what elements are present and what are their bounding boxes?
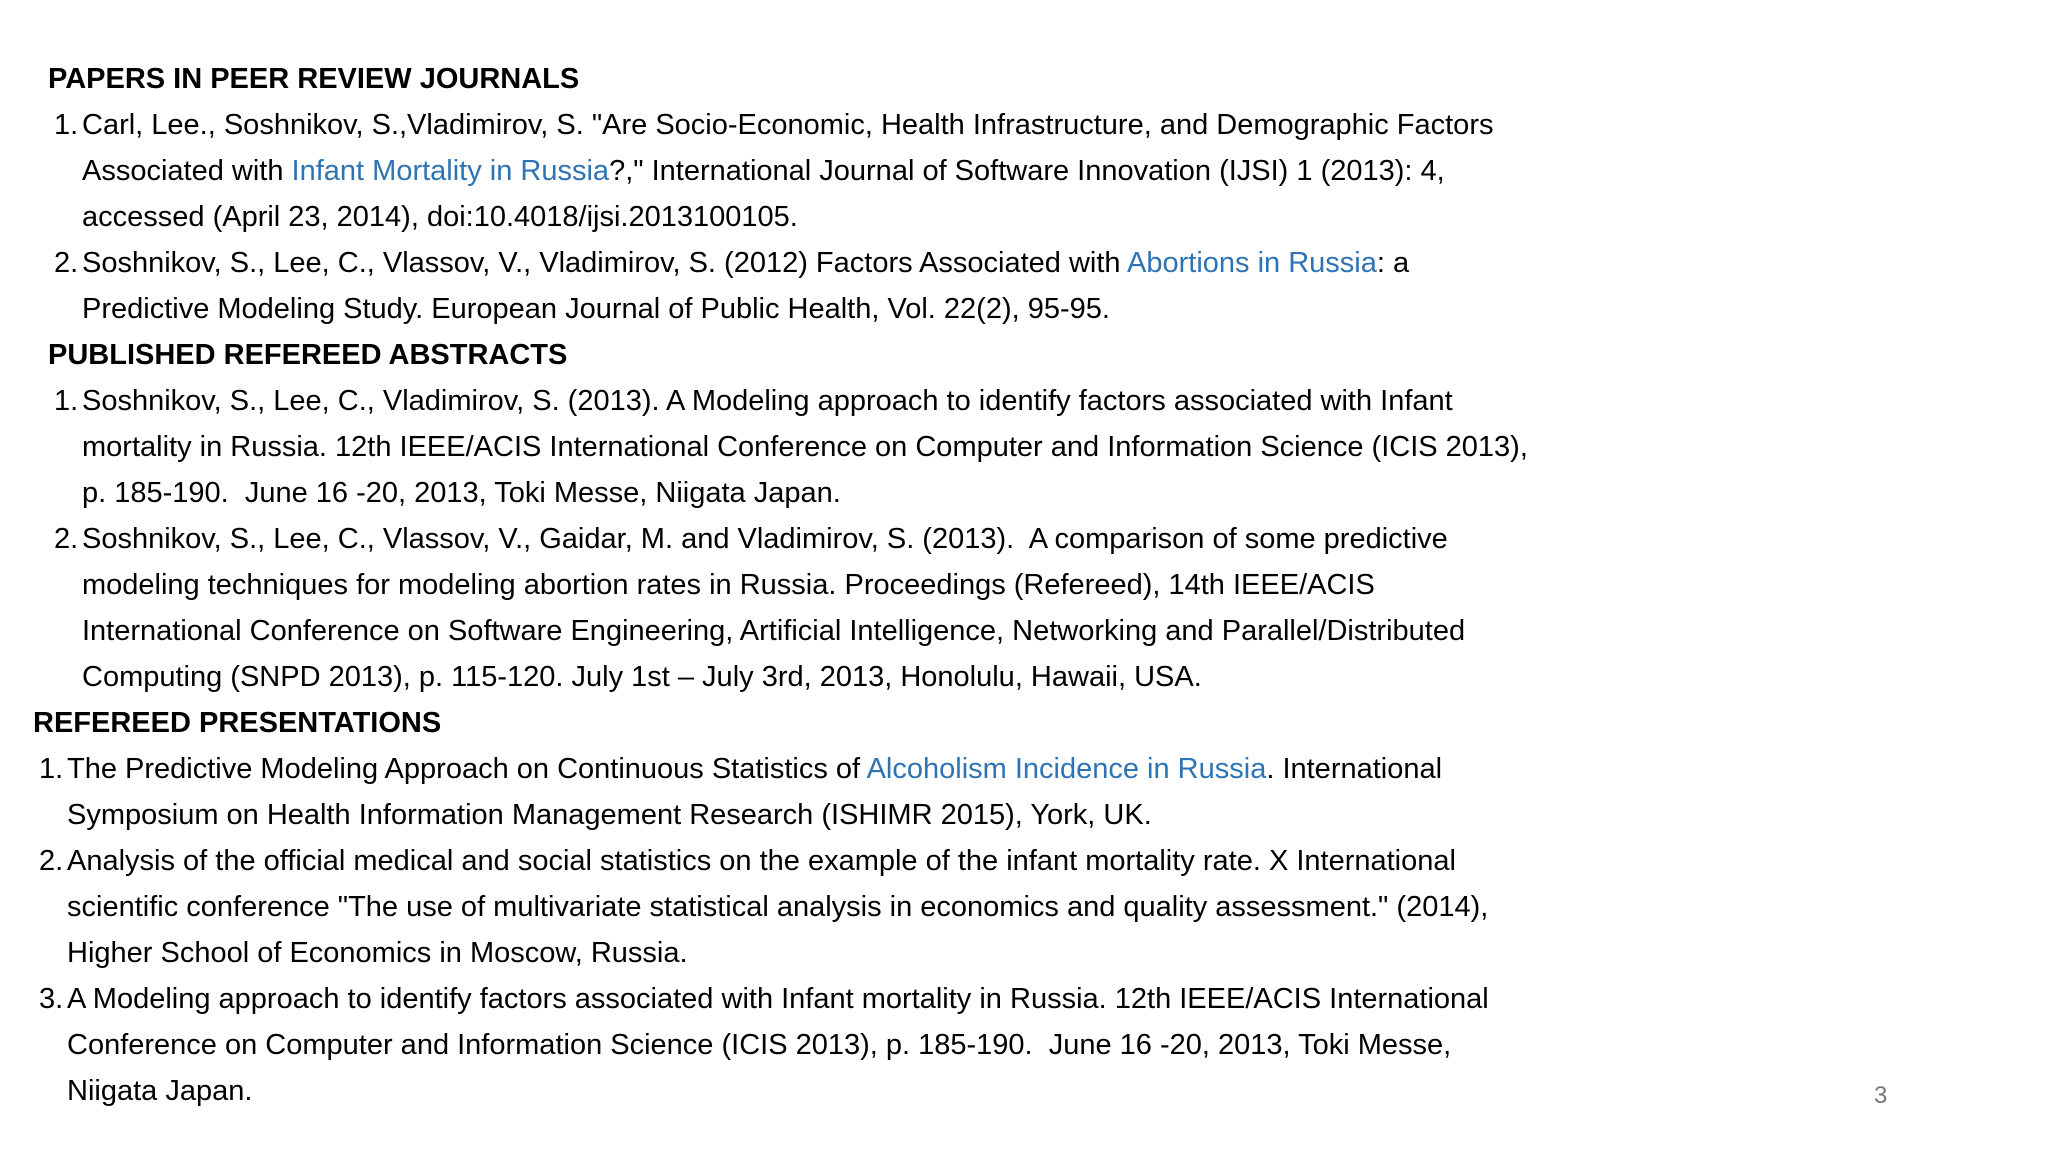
item-text: ?," International Journal of Software In… bbox=[82, 155, 1453, 233]
hyperlink-text[interactable]: Infant Mortality in Russia bbox=[291, 155, 610, 187]
item-text: Analysis of the official medical and soc… bbox=[67, 845, 1497, 969]
item-text-block: Soshnikov, S., Lee, C., Vlassov, V., Vla… bbox=[82, 240, 1537, 332]
item-text-block: Analysis of the official medical and soc… bbox=[67, 838, 1529, 976]
item-text: . International Symposium on Health Info… bbox=[67, 753, 1451, 831]
publication-item: 2. Analysis of the official medical and s… bbox=[39, 838, 1543, 976]
section-heading: PUBLISHED REFEREED ABSTRACTS bbox=[48, 339, 568, 371]
publication-list: 1. Soshnikov, S., Lee, C., Vladimirov, S.… bbox=[54, 378, 1543, 700]
item-text: The Predictive Modeling Approach on Cont… bbox=[67, 753, 867, 785]
section-heading: PAPERS IN PEER REVIEW JOURNALS bbox=[48, 63, 580, 95]
item-number: 2. bbox=[54, 523, 79, 555]
publication-item: 2. Soshnikov, S., Lee, C., Vlassov, V., V… bbox=[54, 240, 1543, 332]
hyperlink-text[interactable]: Abortions in Russia bbox=[1127, 247, 1377, 279]
hyperlink-text[interactable]: Alcoholism Incidence in Russia bbox=[866, 753, 1267, 785]
publication-item: 1. Soshnikov, S., Lee, C., Vladimirov, S.… bbox=[54, 378, 1543, 516]
item-number: 2. bbox=[54, 247, 79, 279]
publication-item: 2. Soshnikov, S., Lee, C., Vlassov, V., G… bbox=[54, 516, 1543, 700]
item-text: Carl, Lee., Soshnikov, S.,Vladimirov, S.… bbox=[82, 109, 1500, 187]
item-number: 3. bbox=[39, 983, 64, 1015]
item-text: Soshnikov, S., Lee, C., Vlassov, V., Vla… bbox=[82, 247, 1128, 279]
publication-item: 3. A Modeling approach to identify factor… bbox=[39, 976, 1543, 1114]
page-number: 3 bbox=[1874, 1082, 1888, 1109]
publication-list: 1. Carl, Lee., Soshnikov, S.,Vladimirov, … bbox=[54, 102, 1543, 332]
publication-list: 1. The Predictive Modeling Approach on Co… bbox=[39, 746, 1543, 1114]
item-text-block: A Modeling approach to identify factors … bbox=[67, 976, 1529, 1114]
publication-item: 1. Carl, Lee., Soshnikov, S.,Vladimirov, … bbox=[54, 102, 1543, 240]
item-text: : a Predictive Modeling Study. European … bbox=[82, 247, 1418, 325]
section-heading: REFEREED PRESENTATIONS bbox=[33, 707, 442, 739]
item-number: 1. bbox=[39, 753, 64, 785]
item-number: 1. bbox=[54, 109, 79, 141]
item-text-block: Soshnikov, S., Lee, C., Vlassov, V., Gai… bbox=[82, 516, 1537, 700]
item-text-block: Soshnikov, S., Lee, C., Vladimirov, S. (… bbox=[82, 378, 1537, 516]
item-text: A Modeling approach to identify factors … bbox=[67, 983, 1497, 1107]
publication-item: 1. The Predictive Modeling Approach on Co… bbox=[39, 746, 1543, 838]
item-text: Soshnikov, S., Lee, C., Vlassov, V., Gai… bbox=[82, 523, 1474, 693]
item-text-block: Carl, Lee., Soshnikov, S.,Vladimirov, S.… bbox=[82, 102, 1537, 240]
item-number: 2. bbox=[39, 845, 64, 877]
item-text-block: The Predictive Modeling Approach on Cont… bbox=[67, 746, 1529, 838]
item-text: Soshnikov, S., Lee, C., Vladimirov, S. (… bbox=[82, 385, 1536, 509]
item-number: 1. bbox=[54, 385, 79, 417]
publications-content: PAPERS IN PEER REVIEW JOURNALS 1. Carl, Le… bbox=[33, 56, 1543, 1114]
